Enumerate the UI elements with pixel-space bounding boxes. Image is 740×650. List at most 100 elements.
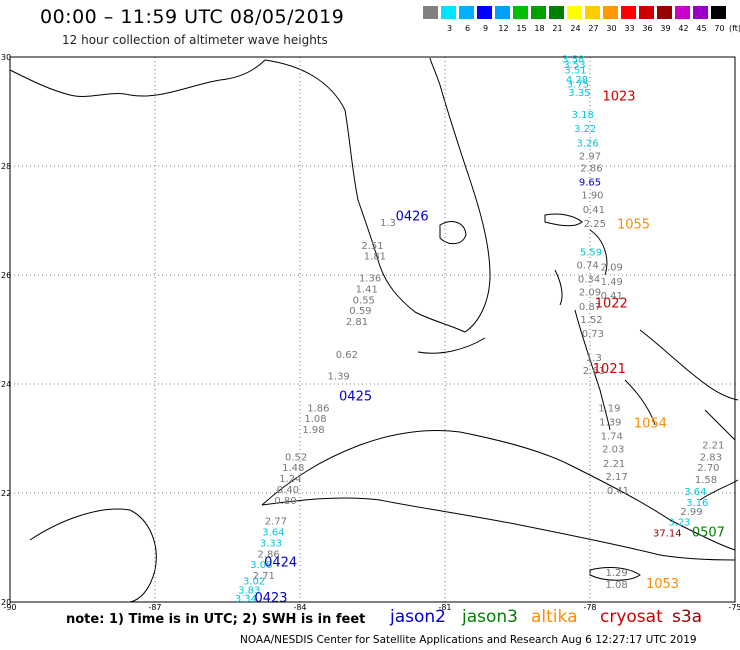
swh-value: 2.86 xyxy=(257,549,279,560)
swh-value: 2.09 xyxy=(579,288,601,299)
scale-label: 30 xyxy=(606,24,617,33)
swh-value: 1.29 xyxy=(605,568,627,579)
swh-value: 1.81 xyxy=(364,252,386,263)
swh-value: 3.53 xyxy=(563,60,585,71)
swh-value: 1.36 xyxy=(359,274,381,285)
swh-value: 3.22 xyxy=(574,124,596,135)
swh-value: 2.71 xyxy=(253,571,275,582)
scale-swatch xyxy=(621,6,636,19)
lat-tick-label: 22 xyxy=(1,489,11,498)
swh-value: 0.41 xyxy=(601,291,623,302)
swh-value: 1.52 xyxy=(580,315,602,326)
swh-value: 1.08 xyxy=(605,580,627,591)
swh-value: 0.74 xyxy=(576,260,598,271)
scale-label: 6 xyxy=(464,24,471,33)
scale-swatch xyxy=(477,6,492,19)
swh-value: 2.70 xyxy=(697,463,719,474)
swh-value: 3.64 xyxy=(262,528,284,539)
legend-jason2: jason2 xyxy=(390,607,446,627)
scale-label: 12 xyxy=(498,24,509,33)
swh-value: 0.40 xyxy=(277,485,299,496)
swh-value: 2.21 xyxy=(603,459,625,470)
swh-value: 3.33 xyxy=(260,538,282,549)
swh-value: 2.09 xyxy=(601,263,623,274)
scale-swatch xyxy=(567,6,582,19)
scale-swatch xyxy=(495,6,510,19)
scale-swatch xyxy=(549,6,564,19)
swh-value: 2.17 xyxy=(605,472,627,483)
swh-value: 1.39 xyxy=(328,372,350,383)
legend-altika: altika xyxy=(531,607,578,627)
swh-value: 0.52 xyxy=(285,452,307,463)
scale-swatch xyxy=(441,6,456,19)
swh-value: 3.64 xyxy=(684,487,706,498)
swh-value: 3.75 xyxy=(567,80,589,91)
legend-s3a: s3a xyxy=(672,607,703,627)
scale-swatch xyxy=(585,6,600,19)
scale-label: 27 xyxy=(588,24,599,33)
swh-value: 3.51 xyxy=(564,65,586,76)
pass-time-label: 0426 xyxy=(396,210,429,225)
swh-value: 37.14 xyxy=(653,529,682,540)
swh-value: 3.23 xyxy=(668,518,690,529)
coastline xyxy=(9,57,739,603)
swh-value: 3.18 xyxy=(572,110,594,121)
swh-value: 4.28 xyxy=(566,75,588,86)
swh-value: 0.59 xyxy=(349,306,371,317)
pass-time-label: 1023 xyxy=(602,90,635,105)
scale-swatch xyxy=(639,6,654,19)
scale-swatch xyxy=(675,6,690,19)
footer-credit: NOAA/NESDIS Center for Satellite Applica… xyxy=(240,634,697,646)
pass-time-label: 1053 xyxy=(646,577,679,592)
pass-time-label: 1021 xyxy=(593,362,626,377)
swh-value: 0.80 xyxy=(274,496,296,507)
swh-value: 1.90 xyxy=(581,191,603,202)
swh-value: 2.86 xyxy=(580,163,602,174)
swh-value: 1.3 xyxy=(380,218,396,229)
swh-value: 9.65 xyxy=(579,178,601,189)
swh-value: 2.97 xyxy=(579,151,601,162)
swh-value: 0.41 xyxy=(607,486,629,497)
lon-tick-label: -81 xyxy=(438,603,451,612)
legend-cryosat: cryosat xyxy=(600,607,663,627)
swh-value: 5.59 xyxy=(580,247,602,258)
swh-value: 2.83 xyxy=(700,452,722,463)
swh-value: 3.35 xyxy=(568,88,590,99)
swh-value: 0.87 xyxy=(579,302,601,313)
scale-swatch xyxy=(459,6,474,19)
scale-label: 3 xyxy=(446,24,453,33)
scale-label: 36 xyxy=(642,24,653,33)
map-subtitle: 12 hour collection of altimeter wave hei… xyxy=(62,33,328,47)
swh-value: 2.81 xyxy=(346,317,368,328)
lat-tick-label: 26 xyxy=(1,271,11,280)
swh-value: 3.02 xyxy=(243,577,265,588)
legend-jason3: jason3 xyxy=(462,607,518,627)
swh-value: 3.58 xyxy=(562,54,584,65)
scale-label: 33 xyxy=(624,24,635,33)
swh-value: 1.48 xyxy=(282,463,304,474)
swh-value: 3.08 xyxy=(250,560,272,571)
swh-value: 0.34 xyxy=(578,275,600,286)
lat-tick-label: 30 xyxy=(1,53,11,62)
swh-value: 0.55 xyxy=(353,295,375,306)
map-frame xyxy=(9,56,736,603)
swh-value: 1.86 xyxy=(307,403,329,414)
scale-swatch xyxy=(531,6,546,19)
axis-labels-layer: 30 28 26 24 22 20-90 -87 -84 -81 -78 -75 xyxy=(1,53,740,612)
lon-tick-label: -84 xyxy=(293,603,306,612)
swh-value: 2.51 xyxy=(361,241,383,252)
swh-value: 1.3 xyxy=(586,353,602,364)
pass-labels-layer: 0426 0425 0424 0423 1023 1022 1021 1055 1054 1053… xyxy=(254,90,725,606)
pass-time-label: 0507 xyxy=(692,526,725,541)
pass-time-label: 1054 xyxy=(634,417,667,432)
lon-tick-label: -75 xyxy=(728,603,740,612)
swh-value: 1.58 xyxy=(695,475,717,486)
scale-label: 42 xyxy=(678,24,689,33)
swh-value: 0.62 xyxy=(336,350,358,361)
pass-time-label: 1022 xyxy=(595,297,628,312)
lat-tick-label: 24 xyxy=(1,380,11,389)
swh-value: 3.83 xyxy=(238,585,260,596)
swh-value: 2.03 xyxy=(602,445,624,456)
lon-tick-label: -78 xyxy=(583,603,596,612)
